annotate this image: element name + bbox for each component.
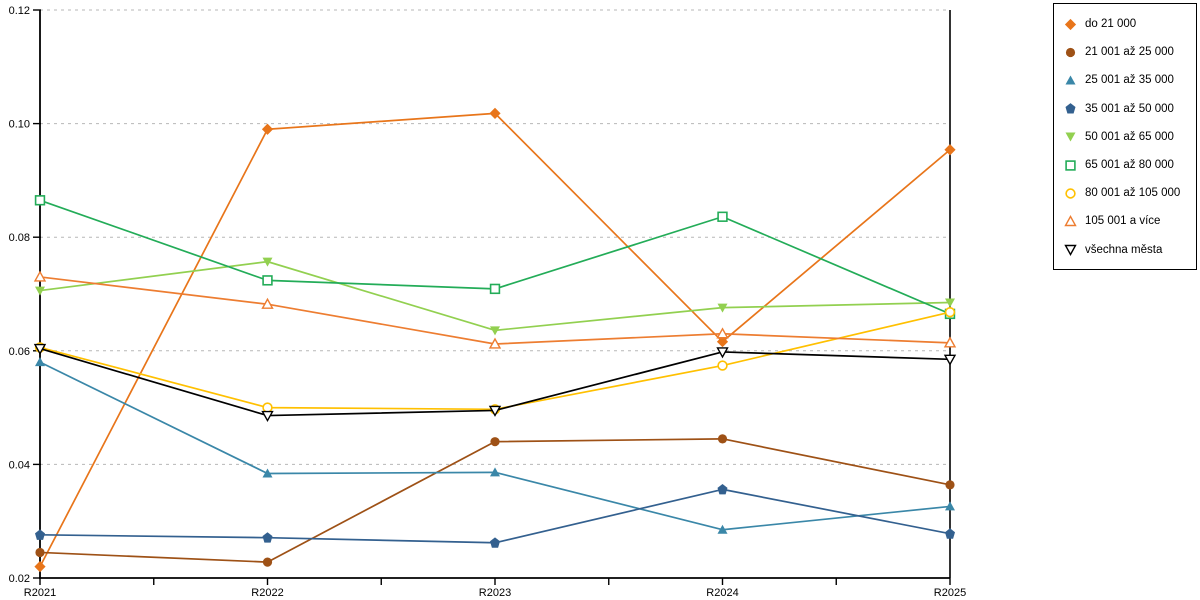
legend-item: 80 001 až 105 000 — [1054, 179, 1196, 207]
data-point — [261, 297, 274, 309]
series-line — [39, 488, 951, 544]
data-point — [262, 402, 273, 413]
legend-item: 25 001 až 35 000 — [1054, 66, 1196, 94]
data-point — [33, 343, 47, 355]
y-tick-label: 0.08 — [9, 232, 30, 244]
data-point — [261, 123, 274, 135]
legend-label: 65 001 až 80 000 — [1085, 159, 1174, 172]
legend: do 21 000 21 001 až 25 000 25 001 až 35 00… — [1053, 3, 1197, 270]
y-tick-label: 0.10 — [9, 119, 30, 131]
data-point — [490, 537, 500, 548]
x-tick-label: R2021 — [24, 587, 56, 599]
y-tick-label: 0.06 — [9, 346, 30, 358]
data-point — [33, 270, 47, 282]
data-point — [717, 434, 728, 444]
data-point — [34, 561, 46, 573]
data-point — [262, 275, 273, 286]
data-point — [716, 327, 729, 339]
circle-open-legend-icon — [1065, 188, 1076, 199]
legend-item: 105 001 a více — [1054, 207, 1196, 235]
data-point — [944, 144, 956, 156]
data-point — [488, 405, 502, 417]
legend-item: 65 001 až 80 000 — [1054, 151, 1196, 179]
data-point — [35, 357, 45, 367]
legend-item: 50 001 až 65 000 — [1054, 123, 1196, 151]
data-point — [489, 283, 501, 295]
y-tick-label: 0.04 — [9, 459, 30, 471]
y-tick-label: 0.12 — [9, 5, 30, 17]
triangle-up-open-legend-icon — [1064, 214, 1077, 227]
triangle-up-filled-legend-icon — [1065, 75, 1076, 85]
data-point — [262, 557, 273, 567]
data-point — [945, 528, 955, 539]
triangle-down-filled-legend-icon — [1065, 132, 1076, 142]
data-point — [35, 529, 45, 540]
data-point — [943, 354, 957, 366]
legend-label: 35 001 až 50 000 — [1085, 102, 1174, 115]
data-point — [717, 211, 728, 222]
legend-item: do 21 000 — [1054, 10, 1196, 38]
legend-label: 50 001 až 65 000 — [1085, 130, 1174, 143]
x-tick-label: R2024 — [706, 587, 738, 599]
data-point — [490, 467, 500, 477]
data-point — [262, 257, 273, 267]
data-point — [490, 437, 500, 447]
data-point — [262, 532, 273, 543]
legend-label: 21 001 až 25 000 — [1085, 46, 1174, 59]
data-point — [34, 195, 46, 206]
data-point — [945, 298, 955, 308]
y-tick-label: 0.02 — [9, 573, 30, 585]
data-point — [261, 410, 274, 422]
data-point — [35, 547, 45, 558]
data-point — [489, 107, 501, 119]
legend-label: 105 001 a více — [1085, 215, 1161, 228]
data-point — [717, 524, 728, 534]
data-point — [262, 468, 273, 478]
legend-label: 80 001 až 105 000 — [1085, 187, 1181, 200]
legend-item: 21 001 až 25 000 — [1054, 38, 1196, 66]
legend-label: do 21 000 — [1085, 18, 1137, 31]
series-line — [39, 199, 951, 315]
legend-item: 35 001 až 50 000 — [1054, 95, 1196, 123]
square-open-legend-icon — [1065, 159, 1076, 171]
data-point — [943, 336, 957, 348]
data-point — [35, 286, 45, 296]
diamond-filled-legend-icon — [1064, 18, 1077, 30]
data-point — [488, 337, 502, 349]
series-line — [39, 260, 951, 332]
legend-label: všechna města — [1085, 243, 1163, 256]
data-point — [717, 483, 728, 495]
data-point — [716, 347, 729, 359]
data-point — [490, 326, 500, 336]
data-point — [717, 360, 728, 371]
legend-item: všechna města — [1054, 236, 1196, 264]
triangle-down-open-legend-icon — [1064, 244, 1077, 257]
data-point — [717, 303, 728, 313]
x-tick-label: R2023 — [479, 587, 511, 599]
x-tick-label: R2022 — [251, 587, 283, 599]
data-point — [944, 306, 956, 318]
legend-label: 25 001 až 35 000 — [1085, 74, 1174, 87]
data-point — [945, 501, 955, 511]
circle-filled-legend-icon — [1065, 47, 1076, 57]
pentagon-filled-legend-icon — [1065, 103, 1076, 114]
data-point — [945, 480, 955, 490]
x-tick-label: R2025 — [934, 587, 966, 599]
